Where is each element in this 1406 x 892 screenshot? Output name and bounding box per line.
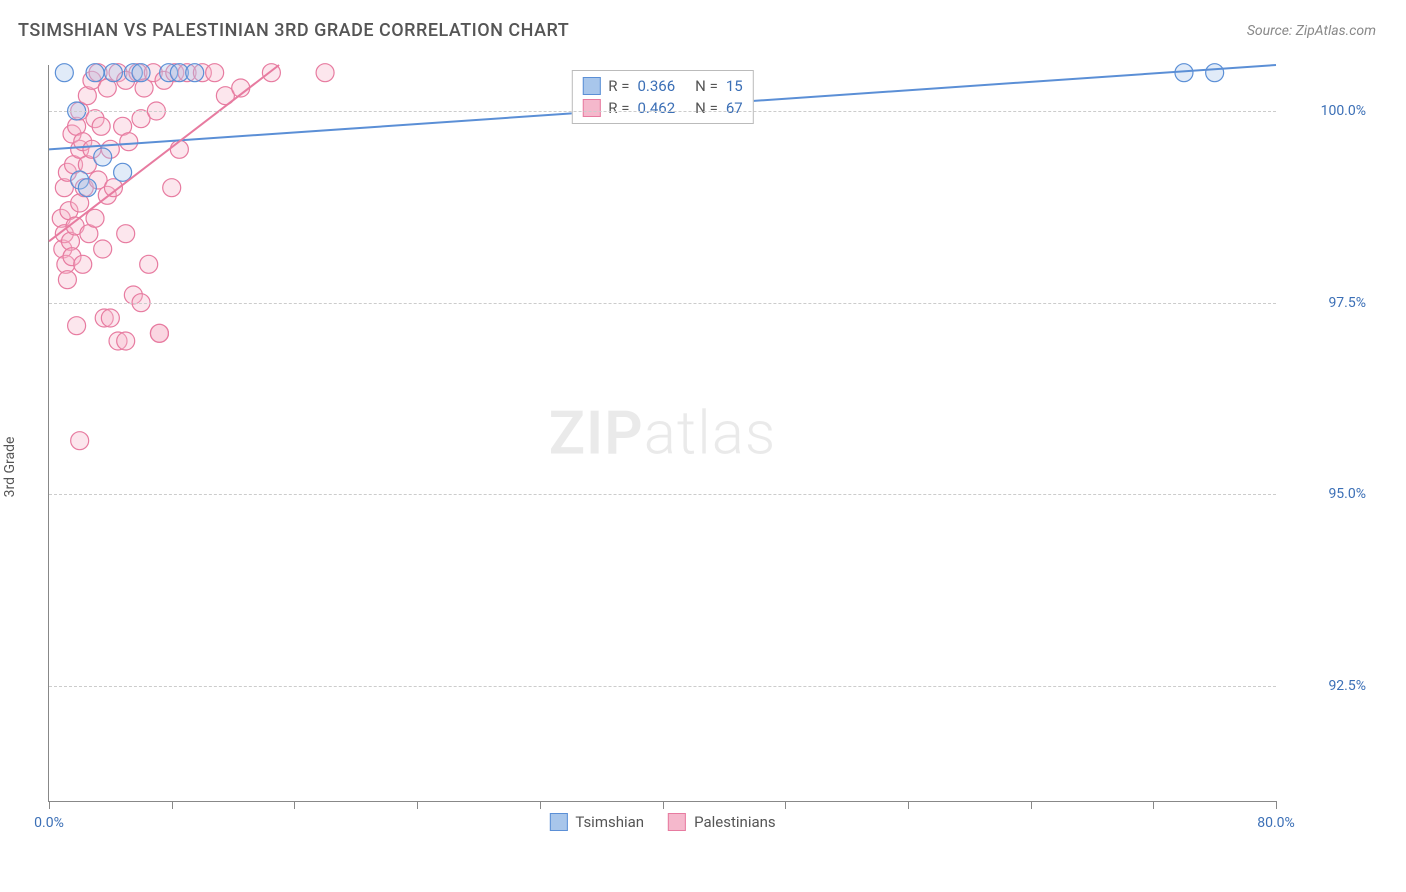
legend-label: Tsimshian	[575, 813, 644, 831]
data-point	[92, 117, 110, 135]
plot-area: ZIPatlas R = 0.366 N = 15 R = 0.462 N = …	[48, 65, 1276, 802]
data-point	[170, 140, 188, 158]
data-point	[316, 64, 334, 82]
x-tick	[294, 801, 295, 809]
n-label: N =	[695, 99, 718, 117]
gridline	[49, 494, 1276, 495]
n-value-palestinians: 67	[726, 99, 743, 117]
data-point	[101, 309, 119, 327]
data-point	[94, 240, 112, 258]
x-tick	[1276, 801, 1277, 809]
plot-svg	[49, 65, 1276, 801]
data-point	[163, 179, 181, 197]
data-point	[206, 64, 224, 82]
chart-container: 3rd Grade ZIPatlas R = 0.366 N = 15 R = …	[18, 55, 1376, 862]
x-tick	[1031, 801, 1032, 809]
x-tick	[172, 801, 173, 809]
correlation-legend: R = 0.366 N = 15 R = 0.462 N = 67	[571, 70, 753, 124]
data-point	[140, 255, 158, 273]
chart-title: TSIMSHIAN VS PALESTINIAN 3RD GRADE CORRE…	[18, 20, 569, 41]
data-point	[58, 271, 76, 289]
y-tick-label: 97.5%	[1286, 295, 1366, 311]
r-label: R =	[608, 99, 629, 117]
legend-swatch	[549, 813, 567, 831]
n-value-tsimshian: 15	[726, 77, 743, 95]
x-tick-label: 0.0%	[34, 815, 64, 831]
data-point	[71, 432, 89, 450]
y-tick-label: 92.5%	[1286, 678, 1366, 694]
data-point	[1206, 64, 1224, 82]
x-tick	[417, 801, 418, 809]
y-tick-label: 95.0%	[1286, 486, 1366, 502]
series-legend: Tsimshian Palestinians	[549, 813, 775, 831]
r-value-palestinians: 0.462	[637, 99, 675, 117]
n-label: N =	[695, 77, 718, 95]
r-value-tsimshian: 0.366	[637, 77, 675, 95]
legend-label: Palestinians	[694, 813, 776, 831]
data-point	[150, 324, 168, 342]
data-point	[74, 255, 92, 273]
data-point	[104, 64, 122, 82]
data-point	[114, 163, 132, 181]
y-axis-label: 3rd Grade	[2, 436, 18, 497]
data-point	[132, 64, 150, 82]
legend-swatch-tsimshian	[582, 77, 600, 95]
data-point	[120, 133, 138, 151]
data-point	[94, 148, 112, 166]
r-label: R =	[608, 77, 629, 95]
chart-source: Source: ZipAtlas.com	[1247, 23, 1376, 39]
legend-item: Palestinians	[668, 813, 776, 831]
x-tick-label: 80.0%	[1257, 815, 1295, 831]
data-point	[68, 317, 86, 335]
data-point	[78, 179, 96, 197]
legend-row-palestinians: R = 0.462 N = 67	[582, 97, 742, 119]
legend-swatch-palestinians	[582, 99, 600, 117]
gridline	[49, 686, 1276, 687]
data-point	[55, 64, 73, 82]
gridline	[49, 111, 1276, 112]
x-tick	[540, 801, 541, 809]
chart-header: TSIMSHIAN VS PALESTINIAN 3RD GRADE CORRE…	[0, 0, 1406, 51]
data-point	[186, 64, 204, 82]
y-tick-label: 100.0%	[1286, 103, 1366, 119]
x-tick	[663, 801, 664, 809]
legend-item: Tsimshian	[549, 813, 644, 831]
legend-swatch	[668, 813, 686, 831]
x-tick	[785, 801, 786, 809]
data-point	[86, 64, 104, 82]
legend-row-tsimshian: R = 0.366 N = 15	[582, 75, 742, 97]
data-point	[117, 332, 135, 350]
gridline	[49, 303, 1276, 304]
x-tick	[1153, 801, 1154, 809]
x-tick	[49, 801, 50, 809]
x-tick	[908, 801, 909, 809]
data-point	[117, 225, 135, 243]
